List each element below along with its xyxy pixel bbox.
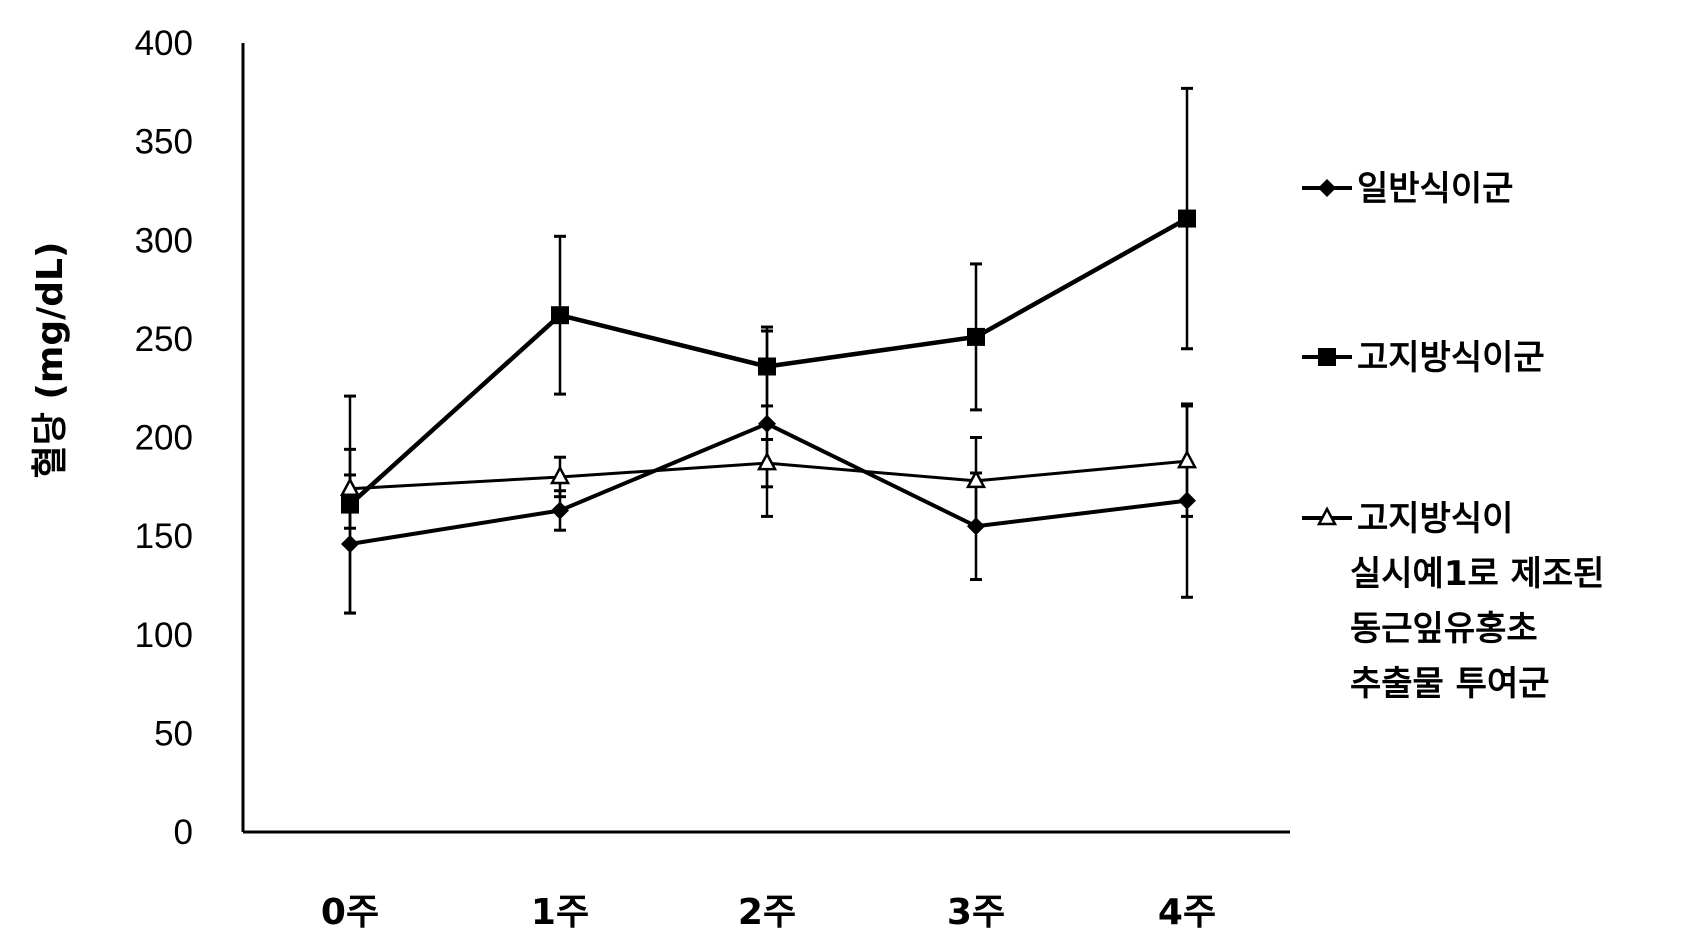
data-point: [967, 328, 985, 346]
legend: 일반식이군고지방식이군고지방식이실시예1로 제조된동근잎유홍초추출물 투여군: [1302, 169, 1604, 704]
data-point: [551, 501, 569, 519]
legend-item-1: 일반식이군: [1302, 169, 1513, 209]
y-tick-label: 350: [135, 123, 193, 162]
x-tick-label: 4주: [1158, 892, 1216, 933]
legend-label-line: 고지방식이: [1357, 499, 1513, 539]
x-tick-label: 0주: [321, 892, 379, 933]
legend-label-line: 실시예1로 제조된: [1350, 554, 1604, 594]
legend-marker: [1318, 348, 1336, 366]
legend-marker: [1318, 179, 1336, 197]
y-tick-label: 100: [135, 616, 193, 655]
legend-item-3: 고지방식이실시예1로 제조된동근잎유홍초추출물 투여군: [1302, 499, 1604, 704]
series-line: [350, 424, 1187, 544]
data-point: [759, 454, 775, 469]
legend-label-line: 동근잎유홍초: [1350, 609, 1538, 649]
x-tick-label: 2주: [738, 892, 796, 933]
series-2: [341, 88, 1196, 613]
y-tick-label: 400: [135, 24, 193, 63]
x-tick-label: 1주: [531, 892, 589, 933]
legend-label-line: 추출물 투여군: [1350, 664, 1550, 704]
y-axis-label: 혈당 (mg/dL): [30, 242, 71, 479]
x-axis-ticks: 0주 1주 2주 3주 4주: [321, 892, 1216, 933]
legend-item-2: 고지방식이군: [1302, 338, 1545, 378]
y-tick-label: 50: [154, 714, 193, 753]
y-tick-label: 250: [135, 320, 193, 359]
y-tick-label: 0: [174, 813, 193, 852]
y-tick-label: 200: [135, 419, 193, 458]
legend-label: 일반식이군: [1357, 169, 1513, 209]
legend-label: 고지방식이군: [1357, 338, 1545, 378]
x-tick-label: 3주: [947, 892, 1005, 933]
y-tick-label: 150: [135, 517, 193, 556]
data-point: [1179, 452, 1195, 467]
data-point: [758, 415, 776, 433]
y-tick-label: 300: [135, 221, 193, 260]
series-layer: [341, 88, 1196, 613]
data-point: [1178, 210, 1196, 228]
data-point: [551, 306, 569, 324]
y-axis-ticks: 0 50 100 150 200 250 300 350 400: [135, 24, 193, 852]
data-point: [758, 357, 776, 375]
